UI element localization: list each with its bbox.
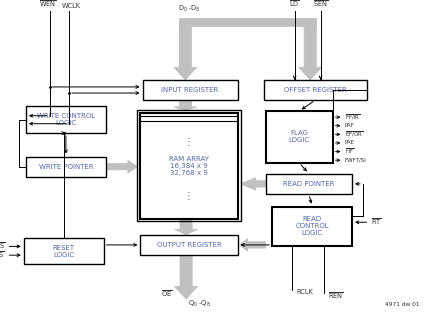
Text: FLAG
LOGIC: FLAG LOGIC — [289, 131, 310, 143]
Text: WCLK: WCLK — [62, 3, 81, 9]
FancyArrow shape — [174, 100, 197, 110]
Text: RESET
LOGIC: RESET LOGIC — [53, 245, 75, 258]
Text: PAF: PAF — [345, 123, 355, 128]
FancyArrow shape — [241, 178, 352, 190]
Text: INPUT REGISTER: INPUT REGISTER — [162, 87, 219, 93]
FancyArrow shape — [106, 160, 137, 173]
Text: OUTPUT REGISTER: OUTPUT REGISTER — [157, 242, 221, 248]
Text: D$_0$ -D$_8$: D$_0$ -D$_8$ — [178, 4, 201, 14]
Text: WRITE CONTROL
LOGIC: WRITE CONTROL LOGIC — [37, 113, 95, 126]
Text: $\overline{\mathrm{SEN}}$: $\overline{\mathrm{SEN}}$ — [313, 0, 328, 9]
Text: $\overline{\mathrm{WEN}}$: $\overline{\mathrm{WEN}}$ — [39, 0, 56, 9]
Text: Q$_0$ -Q$_8$: Q$_0$ -Q$_8$ — [187, 299, 210, 309]
FancyArrow shape — [175, 219, 197, 235]
Bar — [137, 110, 241, 221]
Text: $\overline{\mathrm{RT}}$: $\overline{\mathrm{RT}}$ — [371, 217, 381, 227]
Bar — [26, 106, 106, 133]
Text: $\overline{\mathrm{HF}}$: $\overline{\mathrm{HF}}$ — [345, 147, 354, 156]
Text: $\overline{\mathrm{EF}}$/$\overline{\mathrm{OR}}$: $\overline{\mathrm{EF}}$/$\overline{\mat… — [345, 130, 363, 139]
Bar — [272, 207, 352, 246]
Text: READ
CONTROL
LOGIC: READ CONTROL LOGIC — [295, 216, 329, 236]
Bar — [266, 174, 352, 194]
FancyArrow shape — [175, 255, 197, 299]
Bar — [179, 18, 316, 26]
Bar — [264, 80, 367, 100]
Text: READ POINTER: READ POINTER — [283, 181, 335, 187]
Text: RCLK: RCLK — [296, 289, 313, 295]
Text: OFFSET REGISTER: OFFSET REGISTER — [284, 87, 347, 93]
Text: $\overline{\mathrm{REN}}$: $\overline{\mathrm{REN}}$ — [328, 291, 344, 301]
Bar — [140, 113, 238, 219]
FancyArrow shape — [299, 22, 322, 80]
Text: $\overline{\mathrm{OE}}$: $\overline{\mathrm{OE}}$ — [161, 289, 173, 299]
Text: PAE: PAE — [345, 141, 355, 146]
Text: FWFT/SI: FWFT/SI — [345, 158, 367, 163]
Text: $\overline{\mathrm{LD}}$: $\overline{\mathrm{LD}}$ — [289, 0, 300, 9]
Bar — [266, 111, 333, 163]
Text: $\overline{\mathrm{FF}}$/$\overline{\mathrm{IR}}$: $\overline{\mathrm{FF}}$/$\overline{\mat… — [345, 112, 360, 122]
FancyArrow shape — [240, 239, 266, 251]
Text: $\overline{\mathrm{MRS}}$: $\overline{\mathrm{MRS}}$ — [0, 241, 5, 251]
Text: ⋮: ⋮ — [184, 191, 194, 201]
Text: WRITE POINTER: WRITE POINTER — [38, 164, 93, 170]
Text: $\overline{\mathrm{PRS}}$: $\overline{\mathrm{PRS}}$ — [0, 250, 5, 260]
Bar — [140, 235, 238, 255]
Text: 4971 dw 01: 4971 dw 01 — [384, 302, 419, 307]
Text: RAM ARRAY
16,384 x 9
32,768 x 9: RAM ARRAY 16,384 x 9 32,768 x 9 — [169, 156, 209, 176]
FancyArrow shape — [174, 22, 197, 80]
Text: ⋮: ⋮ — [184, 137, 194, 147]
Bar — [26, 156, 106, 177]
Bar — [143, 80, 238, 100]
Bar — [24, 238, 104, 264]
